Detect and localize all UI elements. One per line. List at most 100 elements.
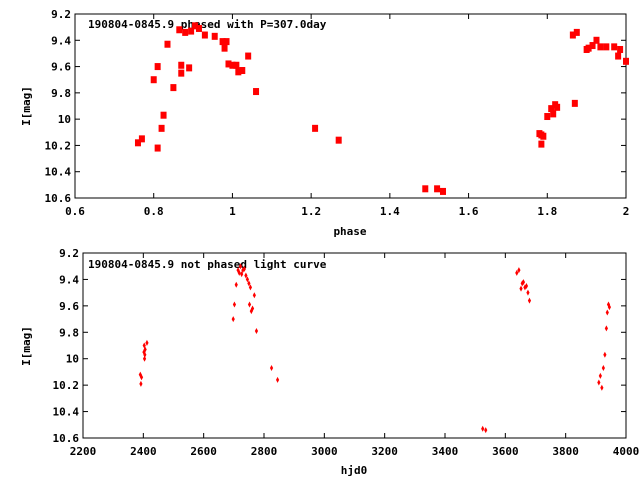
data-point bbox=[312, 124, 319, 132]
data-point bbox=[607, 304, 612, 311]
data-point bbox=[569, 31, 576, 39]
data-point bbox=[142, 355, 147, 362]
x-tick-label: 3000 bbox=[311, 445, 338, 458]
y-tick-label: 10.2 bbox=[53, 379, 80, 392]
data-point bbox=[617, 45, 624, 53]
data-point bbox=[178, 69, 185, 77]
data-point bbox=[544, 113, 551, 121]
y-tick-label: 10.2 bbox=[45, 139, 72, 152]
data-point bbox=[182, 28, 189, 36]
data-point bbox=[548, 105, 555, 113]
data-point bbox=[527, 297, 532, 304]
y-tick-label: 10.6 bbox=[53, 432, 80, 445]
x-tick-label: 3400 bbox=[432, 445, 459, 458]
y-tick-label: 10 bbox=[66, 353, 79, 366]
data-point bbox=[247, 280, 251, 287]
data-point bbox=[160, 111, 167, 119]
data-point bbox=[252, 292, 256, 299]
y-tick-label: 10 bbox=[58, 113, 71, 126]
data-point bbox=[134, 139, 141, 147]
data-point bbox=[178, 61, 185, 69]
data-point bbox=[517, 267, 521, 274]
data-point bbox=[254, 327, 259, 334]
y-tick-label: 9.2 bbox=[59, 247, 79, 260]
data-point bbox=[550, 110, 557, 118]
data-point bbox=[526, 289, 530, 296]
phased-light-curve-panel: 190804-0845.9 phased with P=307.0day pha… bbox=[20, 8, 629, 238]
data-point bbox=[234, 281, 238, 288]
data-point bbox=[335, 136, 342, 144]
data-point bbox=[139, 380, 143, 387]
data-point bbox=[603, 43, 610, 51]
data-point bbox=[225, 60, 232, 68]
data-point bbox=[186, 64, 193, 72]
x-tick-label: 4000 bbox=[613, 445, 640, 458]
data-point bbox=[219, 38, 226, 46]
chart-title: 190804-0845.9 phased with P=307.0day bbox=[88, 18, 327, 31]
data-point bbox=[201, 31, 208, 39]
data-point bbox=[253, 88, 260, 96]
plot-frame bbox=[82, 252, 627, 439]
data-point bbox=[484, 427, 488, 434]
data-point bbox=[170, 84, 177, 92]
data-point bbox=[600, 384, 604, 391]
data-point bbox=[523, 284, 527, 291]
data-point bbox=[238, 263, 243, 270]
data-point bbox=[239, 67, 246, 75]
x-tick-label: 0.6 bbox=[65, 205, 85, 218]
data-point bbox=[603, 351, 607, 358]
y-axis-label: I[mag] bbox=[20, 326, 33, 366]
data-point bbox=[211, 32, 218, 40]
unphased-light-curve-panel: 190804-0845.9 not phased light curve hjd… bbox=[20, 247, 639, 477]
x-tick-label: 1.4 bbox=[380, 205, 400, 218]
data-point bbox=[601, 364, 605, 371]
x-tick-label: 2 bbox=[623, 205, 630, 218]
data-point bbox=[434, 185, 441, 193]
data-point bbox=[231, 316, 235, 323]
x-tick-label: 2800 bbox=[251, 445, 278, 458]
data-point bbox=[154, 63, 161, 71]
x-tick-label: 2600 bbox=[190, 445, 217, 458]
data-point bbox=[623, 57, 629, 65]
data-point bbox=[143, 346, 147, 353]
data-point bbox=[275, 376, 280, 383]
y-tick-label: 9.4 bbox=[51, 34, 71, 47]
x-tick-label: 3600 bbox=[492, 445, 519, 458]
y-tick-label: 9.4 bbox=[59, 273, 79, 286]
x-tick-label: 1.6 bbox=[459, 205, 479, 218]
data-point bbox=[248, 284, 253, 291]
y-tick-label: 9.6 bbox=[59, 300, 79, 313]
data-point bbox=[481, 425, 485, 432]
data-point bbox=[538, 140, 545, 148]
data-point bbox=[515, 269, 519, 276]
data-point bbox=[150, 76, 157, 84]
data-point bbox=[245, 276, 250, 283]
data-point bbox=[247, 301, 252, 308]
data-point bbox=[237, 269, 241, 276]
data-point bbox=[597, 43, 604, 51]
x-axis-label: hjd0 bbox=[341, 464, 368, 477]
data-point bbox=[519, 285, 523, 292]
data-point bbox=[158, 124, 165, 132]
data-point bbox=[585, 44, 592, 52]
x-tick-label: 1.8 bbox=[537, 205, 557, 218]
data-point bbox=[524, 283, 529, 290]
y-tick-label: 9.8 bbox=[59, 326, 79, 339]
plot-frame bbox=[74, 13, 627, 199]
x-tick-label: 1.2 bbox=[301, 205, 321, 218]
data-point bbox=[221, 44, 228, 52]
y-tick-label: 9.8 bbox=[51, 87, 71, 100]
data-point bbox=[422, 185, 429, 193]
data-point bbox=[233, 61, 240, 69]
x-tick-label: 2400 bbox=[130, 445, 157, 458]
data-point bbox=[139, 374, 144, 381]
data-point bbox=[571, 99, 578, 107]
data-point bbox=[154, 144, 161, 152]
data-point bbox=[176, 26, 183, 34]
data-point bbox=[245, 52, 252, 60]
data-point bbox=[439, 187, 446, 195]
chart-title: 190804-0845.9 not phased light curve bbox=[88, 258, 327, 271]
data-point bbox=[589, 42, 596, 50]
data-point bbox=[615, 52, 622, 60]
